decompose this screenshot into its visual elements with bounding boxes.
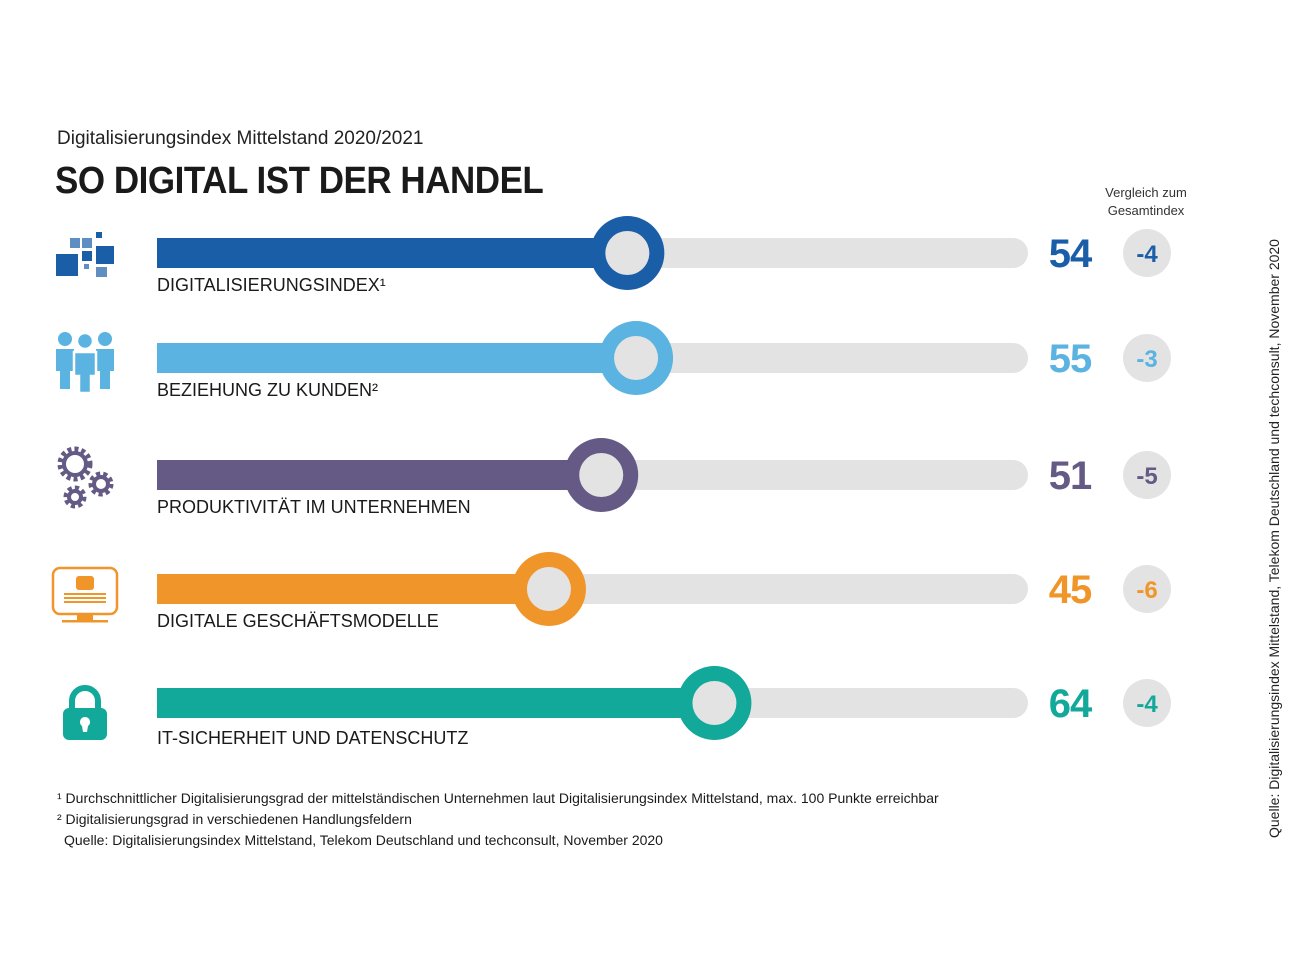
footnote-1: ¹ Durchschnittlicher Digitalisierungsgra… [57, 790, 939, 806]
value-label: 45 [1049, 568, 1092, 612]
compare-value: -4 [1136, 241, 1158, 268]
compare-header-line2: Gesamtindex [1107, 203, 1185, 218]
compare-badge [1123, 334, 1171, 382]
monitor-icon [51, 566, 119, 623]
row-label: IT-SICHERHEIT UND DATENSCHUTZ [157, 728, 469, 748]
bar-knob-center [692, 681, 737, 725]
footnote-2: ² Digitalisierungsgrad in verschiedenen … [57, 811, 412, 827]
compare-badge [1123, 229, 1171, 277]
compare-badge [1123, 565, 1171, 613]
row-label: DIGITALE GESCHÄFTSMODELLE [157, 611, 439, 631]
compare-value: -4 [1136, 691, 1158, 718]
bar-fill [157, 343, 637, 373]
compare-badge [1123, 679, 1171, 727]
chart-subtitle: Digitalisierungsindex Mittelstand 2020/2… [57, 128, 424, 149]
bar-knob-center [526, 567, 571, 611]
compare-column-header: Vergleich zum Gesamtindex [1090, 184, 1202, 220]
people-icon [56, 331, 114, 395]
bar-fill [157, 460, 602, 490]
row-label: PRODUKTIVITÄT IM UNTERNEHMEN [157, 497, 471, 517]
side-source-note: Quelle: Digitalisierungsindex Mittelstan… [1266, 239, 1282, 838]
bar-knob-center [579, 453, 624, 497]
compare-header-line1: Vergleich zum [1105, 185, 1187, 200]
bar-knob-center [605, 231, 650, 275]
bar-fill [157, 688, 715, 718]
bar-fill [157, 238, 628, 268]
compare-badge [1123, 451, 1171, 499]
row-label: BEZIEHUNG ZU KUNDEN² [157, 380, 379, 400]
compare-value: -6 [1136, 577, 1157, 604]
value-label: 64 [1049, 682, 1093, 726]
chart-title: SO DIGITAL IST DER HANDEL [55, 160, 544, 202]
compare-value: -5 [1136, 463, 1157, 490]
row-label: DIGITALISIERUNGSINDEX¹ [157, 275, 386, 295]
footnote-source: Quelle: Digitalisierungsindex Mittelstan… [64, 832, 663, 848]
bar-knob-center [614, 336, 659, 380]
compare-value: -3 [1136, 346, 1157, 373]
value-label: 51 [1049, 454, 1092, 498]
value-label: 54 [1049, 232, 1093, 276]
value-label: 55 [1049, 337, 1092, 381]
squares-icon [56, 232, 114, 277]
gears-icon [57, 446, 114, 509]
lock-icon [63, 685, 107, 740]
bar-fill [157, 574, 549, 604]
